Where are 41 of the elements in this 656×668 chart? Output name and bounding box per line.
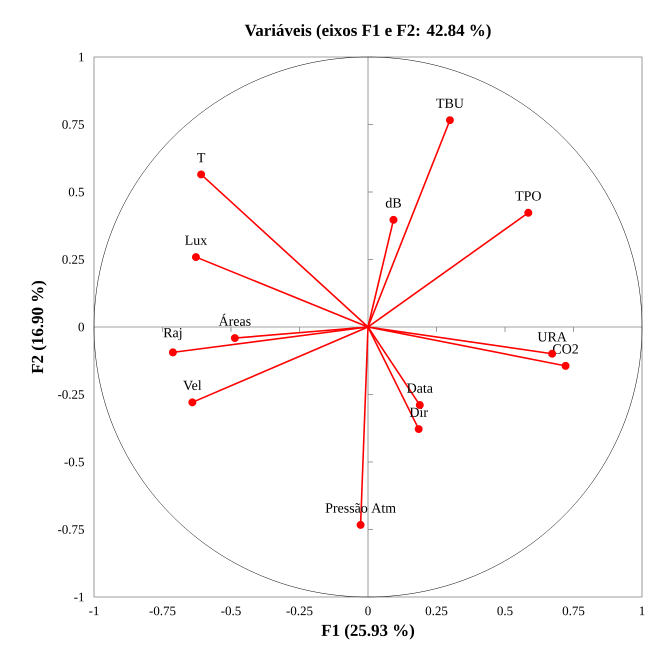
point [197,170,206,178]
y-tick-label: 0.5 [68,188,84,196]
x-tick-label: 0.5 [497,606,513,616]
point [356,520,365,529]
point [389,216,398,224]
annotation: T [197,153,206,162]
y-tick-label: 0.75 [62,120,84,129]
annotation: TBU [436,98,464,108]
x-tick-label: 0 [365,606,371,616]
point [524,208,532,217]
annotation: Áreas [218,314,251,326]
x-tick-label: -0.5 [221,606,241,616]
x-tick-label: -0.75 [149,606,176,616]
x-tick-label: 0.75 [562,606,584,616]
point [188,398,196,406]
annotation: Raj [164,328,182,340]
y-axis-title: F2 (16.90 %) [31,280,47,374]
point [562,362,570,370]
y-tick-label: 0 [78,322,84,332]
y-tick-label: -0.5 [64,458,84,466]
point [446,116,454,124]
x-tick-label: 0.25 [426,606,448,616]
annotation: URA [538,332,567,342]
annotation: Lux [185,236,208,245]
x-tick-label: -1 [89,606,99,616]
y-tick-label: -0.25 [58,390,84,399]
y-tick-label: -0.75 [58,525,84,534]
annotation: Vel [183,380,202,390]
point [414,425,423,434]
x-axis-title: F1 (25.93 %) [321,624,414,640]
annotation: dB [386,198,401,208]
point [192,253,200,262]
point [230,334,239,342]
x-tick-label: 1 [640,606,644,616]
x-tick-label: -0.25 [286,606,312,616]
y-tick-label: 0.25 [62,255,84,264]
y-tick-label: -1 [74,592,84,602]
annotation: TPO [515,191,541,201]
point [168,348,177,356]
y-tick-label: 1 [79,52,84,62]
chart-title: Variáveis (eixos F1 e F2: 42.84 %) [244,24,491,40]
